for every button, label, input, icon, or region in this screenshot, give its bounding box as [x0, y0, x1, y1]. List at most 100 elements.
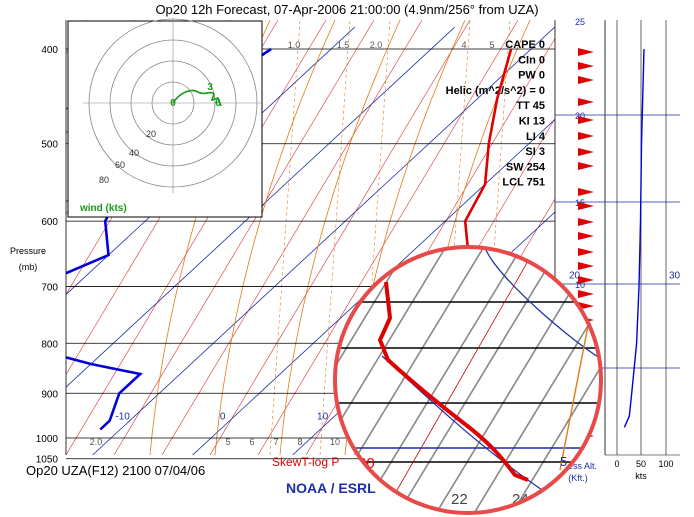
height-axis-unit: (Kft.)	[568, 473, 588, 483]
isotherm-line	[92, 26, 555, 455]
mixing-ratio-line	[319, 20, 351, 455]
chart-title: Op20 12h Forecast, 07-Apr-2006 21:00:00 …	[155, 2, 539, 17]
mixing-ratio-label: 5	[489, 40, 494, 50]
pressure-tick-label: 1050	[36, 455, 59, 466]
hodograph-ring-label: 80	[99, 175, 109, 185]
magnified-isotherm-blue	[485, 249, 601, 361]
dry-adiabat	[642, 20, 694, 455]
bottom-mixing-label: 7	[273, 437, 278, 447]
magnified-isotherm	[335, 247, 413, 513]
stability-index: LCL 751	[502, 177, 545, 189]
stability-index: LI 4	[526, 131, 546, 143]
temperature-label: 30	[669, 271, 681, 282]
stability-index: CAPE 0	[505, 39, 545, 51]
hodograph-point-label: 6	[215, 98, 221, 109]
dry-adiabat	[0, 20, 38, 455]
pressure-tick-label: 1000	[36, 434, 59, 445]
mixing-ratio-line	[269, 20, 301, 455]
wind-barb	[578, 248, 594, 256]
wind-barb	[578, 202, 594, 210]
isotherm-line	[589, 27, 694, 458]
wind-barb	[578, 48, 594, 56]
wind-barb	[578, 162, 594, 170]
magnified-isotherm	[469, 247, 601, 513]
mixing-ratio-label: 1.5	[337, 40, 350, 50]
isotherm-line	[66, 26, 355, 296]
hodograph-ring-label: 60	[115, 160, 125, 170]
pressure-tick-label: 500	[41, 140, 58, 151]
speed-tick-label: 0	[614, 459, 619, 469]
skewt-label: SkewT-log P	[272, 455, 339, 469]
temperature-label: -10	[115, 411, 130, 422]
hodograph-ring-label: 40	[129, 148, 139, 158]
temperature-label: 0	[220, 411, 226, 422]
mixing-ratio-label: 4	[461, 40, 466, 50]
hodograph-panel	[67, 20, 263, 218]
wind-barb	[578, 148, 594, 156]
stability-index: Helic (m^2/s^2) = 0	[446, 85, 545, 97]
hodograph-point-label: 0	[170, 98, 176, 109]
height-tick-label: 10	[575, 280, 585, 290]
magnified-height-label: 5	[560, 454, 567, 469]
height-axis-label: Press Alt.	[559, 461, 597, 471]
mixing-ratio-label: 1.0	[288, 40, 301, 50]
wind-barb	[578, 76, 594, 84]
magnified-isotherm	[355, 247, 527, 513]
pressure-tick-label: 700	[41, 283, 58, 294]
stability-index: CIn 0	[518, 54, 545, 66]
dry-adiabat	[66, 20, 327, 455]
hodograph-trace	[172, 89, 222, 107]
credit-label: NOAA / ESRL	[286, 480, 376, 496]
height-tick-label: 25	[575, 17, 585, 27]
moist-adiabat	[214, 20, 336, 455]
dry-adiabat	[113, 20, 375, 455]
moist-adiabat	[279, 20, 401, 455]
wind-barb	[578, 218, 594, 226]
height-tick-label: 20	[575, 111, 585, 121]
pressure-tick-label: 400	[41, 45, 58, 56]
dry-adiabat	[209, 20, 471, 455]
bottom-mixing-label: 2.0	[90, 437, 103, 447]
bottom-mixing-label: 5	[225, 437, 230, 447]
wind-barb	[578, 98, 594, 106]
wind-barb	[578, 276, 594, 284]
stability-index: SI 3	[525, 146, 545, 158]
speed-tick-label: 50	[636, 459, 646, 469]
magnifier-bg	[335, 247, 601, 513]
wind-barb	[578, 290, 594, 298]
bottom-mixing-label: 10	[330, 437, 340, 447]
pressure-axis-unit: (mb)	[19, 262, 38, 272]
stability-index: PW 0	[518, 70, 545, 82]
wind-barb	[578, 116, 594, 124]
model-label: Op20 UZA(F12) 2100 07/04/06	[26, 463, 206, 478]
wind-barb	[578, 232, 594, 240]
magnified-temp-label: 22	[451, 491, 468, 508]
pressure-tick-label: 800	[41, 339, 58, 350]
stability-index: SW 254	[506, 161, 546, 173]
wind-barb	[578, 132, 594, 140]
pressure-axis-label: Pressure	[10, 246, 46, 256]
temperature-label: 20	[569, 271, 581, 282]
wind-barb	[578, 188, 594, 196]
dry-adiabat	[690, 20, 694, 455]
isotherm-line	[192, 118, 555, 455]
bottom-mixing-label: 8	[297, 437, 302, 447]
wind-barb	[578, 262, 594, 270]
pressure-tick-label: 900	[41, 389, 58, 400]
magnifier-ring	[333, 245, 603, 515]
hodograph-point-label: 3	[207, 82, 213, 93]
speed-tick-label: 100	[658, 459, 673, 469]
magnified-isotherm	[507, 247, 601, 513]
magnified-isotherm	[335, 247, 451, 513]
dry-adiabat	[257, 20, 519, 455]
bottom-mixing-label: 6	[249, 437, 254, 447]
wind-barb	[578, 62, 594, 70]
temperature-label: 10	[317, 411, 329, 422]
mixing-ratio-label: 2.0	[370, 40, 383, 50]
speed-axis-unit: kts	[635, 471, 647, 481]
magnified-isotherm	[393, 247, 565, 513]
magnified-temperature-profile	[377, 281, 529, 482]
magnified-adiabat	[379, 247, 541, 513]
dry-adiabat	[594, 20, 694, 455]
